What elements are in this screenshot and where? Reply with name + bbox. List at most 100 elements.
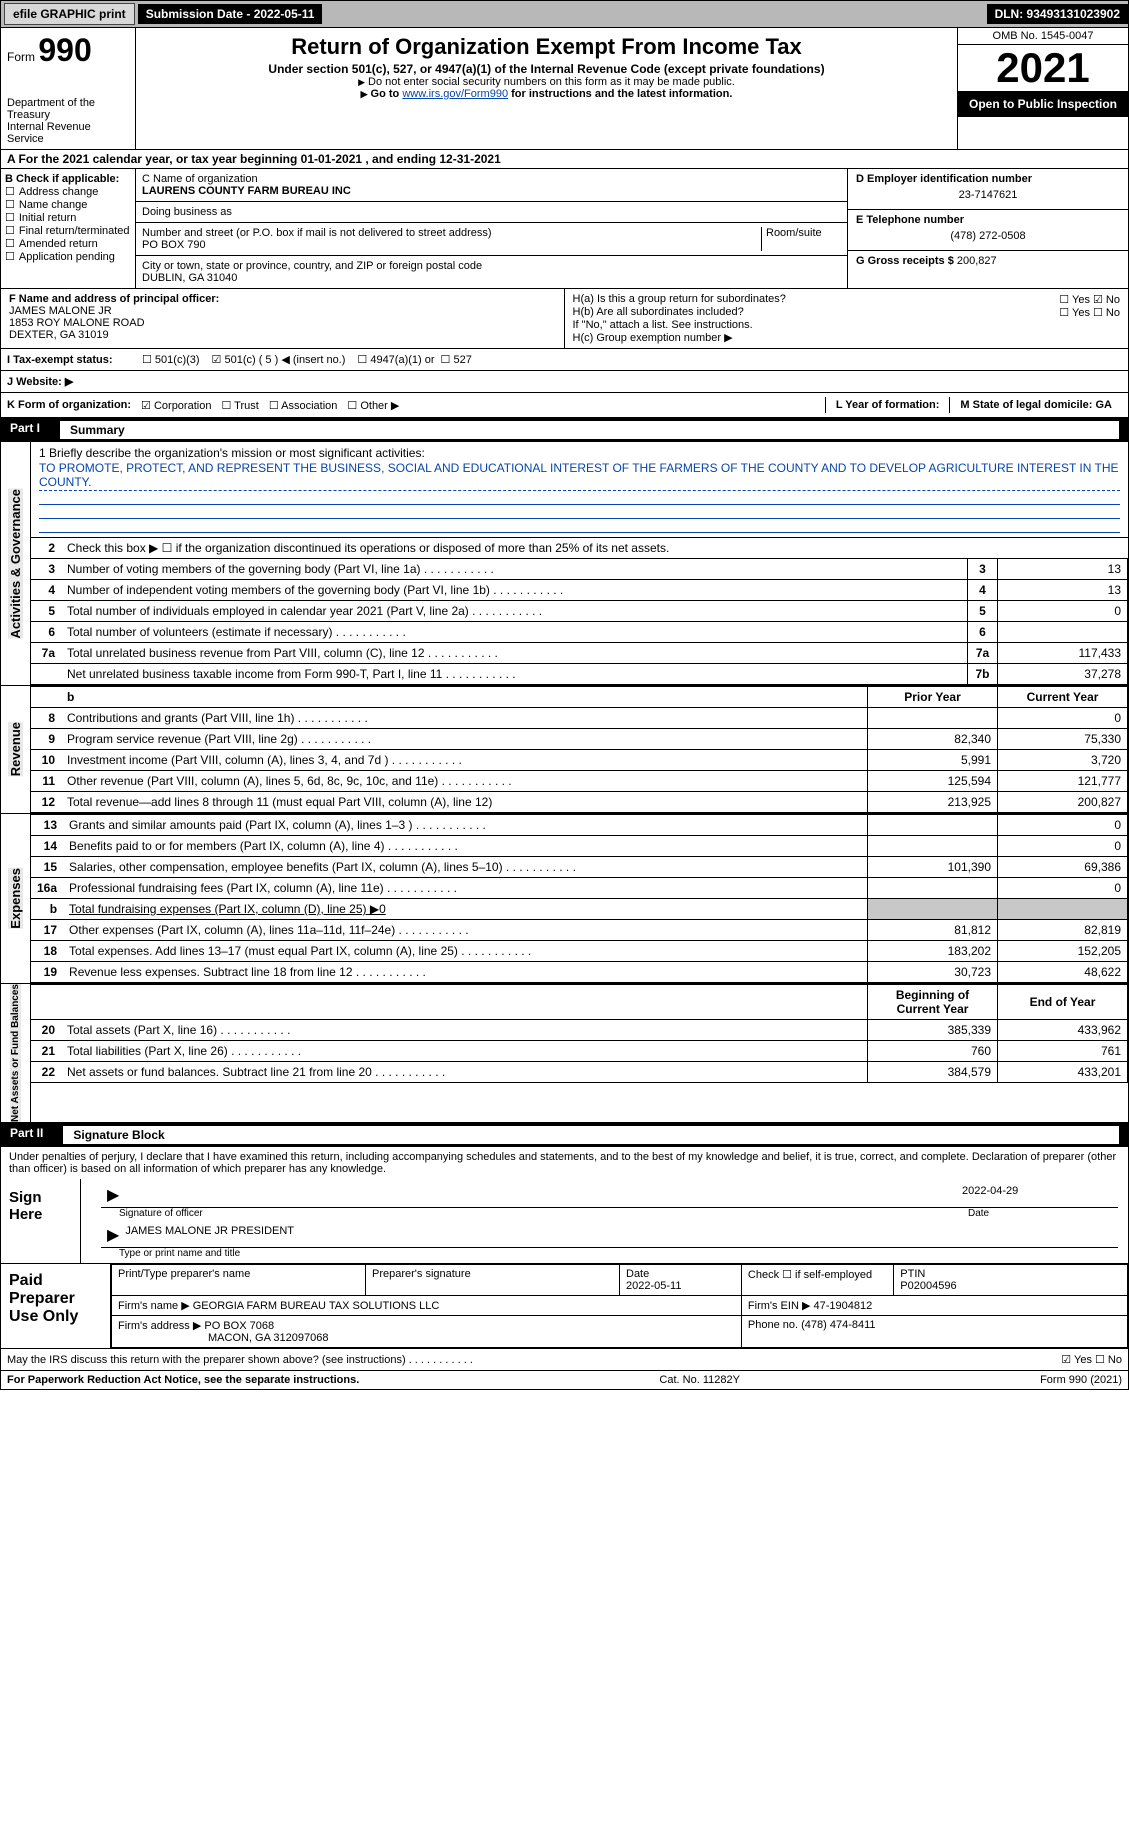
prep-sig-hdr: Preparer's signature [366, 1265, 620, 1296]
exp-16b: Total fundraising expenses (Part IX, col… [69, 902, 386, 916]
prior-year-hdr: Prior Year [868, 687, 998, 708]
prep-self-emp[interactable]: Check ☐ if self-employed [741, 1265, 893, 1296]
line-3-val: 13 [998, 559, 1128, 580]
declaration-text: Under penalties of perjury, I declare th… [1, 1147, 1128, 1179]
cat-no: Cat. No. 11282Y [659, 1374, 740, 1386]
line-5-text: Total number of individuals employed in … [61, 601, 968, 622]
mission-blank-2 [39, 505, 1120, 519]
print-name-label: Type or print name and title [119, 1248, 1118, 1259]
cb-501c[interactable]: ☑ 501(c) ( 5 ) ◀ (insert no.) [212, 353, 346, 366]
prep-date-lbl: Date [626, 1268, 649, 1280]
top-bar: efile GRAPHIC print Submission Date - 20… [0, 0, 1129, 28]
calendar-year-line: A For the 2021 calendar year, or tax yea… [0, 150, 1129, 169]
cb-amended-return[interactable]: Amended return [5, 237, 131, 250]
cb-application-pending[interactable]: Application pending [5, 250, 131, 263]
ein-label: D Employer identification number [856, 173, 1120, 185]
firm-addr1: PO BOX 7068 [204, 1320, 274, 1332]
cb-name-change[interactable]: Name change [5, 198, 131, 211]
ha-yes[interactable] [1059, 294, 1093, 306]
exp-15: Salaries, other compensation, employee b… [63, 857, 867, 878]
cb-527[interactable]: ☐ 527 [441, 353, 472, 366]
cb-501c3[interactable]: ☐ 501(c)(3) [142, 353, 200, 366]
cb-4947a1[interactable]: ☐ 4947(a)(1) or [357, 353, 434, 366]
exp-14: Benefits paid to or for members (Part IX… [63, 836, 867, 857]
cb-final-return[interactable]: Final return/terminated [5, 224, 131, 237]
open-public-inspection: Open to Public Inspection [958, 91, 1128, 117]
tax-exempt-status-row: I Tax-exempt status: ☐ 501(c)(3) ☑ 501(c… [0, 349, 1129, 371]
net-assets-table: Beginning of Current YearEnd of Year 20T… [31, 984, 1128, 1083]
omb-number: OMB No. 1545-0047 [958, 28, 1128, 45]
officer-name: JAMES MALONE JR [9, 305, 556, 317]
hc-label: H(c) Group exemption number ▶ [573, 331, 1121, 344]
mission-text: TO PROMOTE, PROTECT, AND REPRESENT THE B… [39, 460, 1120, 491]
exp-17: Other expenses (Part IX, column (A), lin… [63, 920, 867, 941]
org-name: LAURENS COUNTY FARM BUREAU INC [142, 185, 841, 197]
col-b-header: B Check if applicable: [5, 173, 131, 185]
firm-addr2: MACON, GA 312097068 [118, 1332, 328, 1344]
street: PO BOX 790 [142, 239, 761, 251]
hb-yes[interactable] [1059, 307, 1093, 319]
exp-19: Revenue less expenses. Subtract line 18 … [63, 962, 867, 983]
summary-activities: Activities & Governance 1 Briefly descri… [0, 442, 1129, 686]
net-20: Total assets (Part X, line 16) [61, 1020, 868, 1041]
paperwork-notice: For Paperwork Reduction Act Notice, see … [7, 1374, 359, 1386]
preparer-table: Print/Type preparer's name Preparer's si… [111, 1264, 1128, 1348]
cb-trust[interactable]: ☐ Trust [221, 399, 258, 412]
irs-label: Internal Revenue Service [7, 121, 129, 145]
hb-note: If "No," attach a list. See instructions… [573, 319, 1121, 331]
identity-block: B Check if applicable: Address change Na… [0, 169, 1129, 289]
discuss-no[interactable]: ☐ No [1095, 1354, 1122, 1366]
m-state-domicile: M State of legal domicile: GA [949, 397, 1122, 413]
exp-13: Grants and similar amounts paid (Part IX… [63, 815, 867, 836]
header-right: OMB No. 1545-0047 2021 Open to Public In… [958, 28, 1128, 149]
dln: DLN: 93493131023902 [987, 4, 1128, 24]
line-7b-val: 37,278 [998, 664, 1128, 685]
rev-8: Contributions and grants (Part VIII, lin… [61, 708, 868, 729]
side-net-assets: Net Assets or Fund Balances [10, 984, 21, 1122]
mission-label: 1 Briefly describe the organization's mi… [39, 446, 1120, 460]
form-subtitle-3: Go to www.irs.gov/Form990 for instructio… [142, 88, 951, 100]
form-number: 990 [38, 32, 91, 68]
net-21: Total liabilities (Part X, line 26) [61, 1041, 868, 1062]
form-990-year: Form 990 (2021) [1040, 1374, 1122, 1386]
officer-label: F Name and address of principal officer: [9, 293, 556, 305]
sign-here-label: Sign Here [1, 1179, 81, 1263]
sec-h-group: H(a) Is this a group return for subordin… [565, 289, 1129, 348]
discuss-yes[interactable]: ☑ Yes [1061, 1354, 1092, 1366]
firm-ein: 47-1904812 [813, 1300, 872, 1312]
officer-group-block: F Name and address of principal officer:… [0, 289, 1129, 349]
tax-year: 2021 [958, 45, 1128, 91]
cb-address-change[interactable]: Address change [5, 185, 131, 198]
discuss-preparer-row: May the IRS discuss this return with the… [0, 1349, 1129, 1371]
col-b-checkboxes: B Check if applicable: Address change Na… [1, 169, 136, 288]
side-activities: Activities & Governance [8, 489, 23, 639]
line-4-text: Number of independent voting members of … [61, 580, 968, 601]
ptin-label: PTIN [900, 1268, 925, 1280]
line-3-text: Number of voting members of the governin… [61, 559, 968, 580]
cb-initial-return[interactable]: Initial return [5, 211, 131, 224]
discuss-text: May the IRS discuss this return with the… [7, 1354, 473, 1366]
goto-suffix: for instructions and the latest informat… [508, 88, 732, 100]
ein: 23-7147621 [856, 185, 1120, 205]
header-left: Form 990 Department of the Treasury Inte… [1, 28, 136, 149]
cb-association[interactable]: ☐ Association [269, 399, 338, 412]
irs-link[interactable]: www.irs.gov/Form990 [402, 88, 508, 100]
ha-no[interactable] [1093, 294, 1120, 306]
line-4-val: 13 [998, 580, 1128, 601]
efile-print-button[interactable]: efile GRAPHIC print [4, 3, 135, 25]
street-label: Number and street (or P.O. box if mail i… [142, 227, 761, 239]
dba-label: Doing business as [136, 202, 847, 223]
side-expenses: Expenses [8, 868, 23, 929]
sig-officer-label: Signature of officer [101, 1208, 968, 1219]
l-year-formation: L Year of formation: [825, 397, 950, 413]
cb-other[interactable]: ☐ Other ▶ [347, 399, 399, 412]
hb-no[interactable] [1093, 307, 1120, 319]
firm-phone: (478) 474-8411 [801, 1319, 875, 1331]
prep-name-hdr: Print/Type preparer's name [112, 1265, 366, 1296]
cb-corporation[interactable]: ☑ Corporation [141, 399, 211, 412]
paid-preparer-block: Paid Preparer Use Only Print/Type prepar… [0, 1264, 1129, 1349]
form-subtitle-2: Do not enter social security numbers on … [142, 76, 951, 88]
hb-label: H(b) Are all subordinates included? [573, 306, 744, 319]
website-label: J Website: ▶ [7, 375, 73, 388]
header-center: Return of Organization Exempt From Incom… [136, 28, 958, 149]
